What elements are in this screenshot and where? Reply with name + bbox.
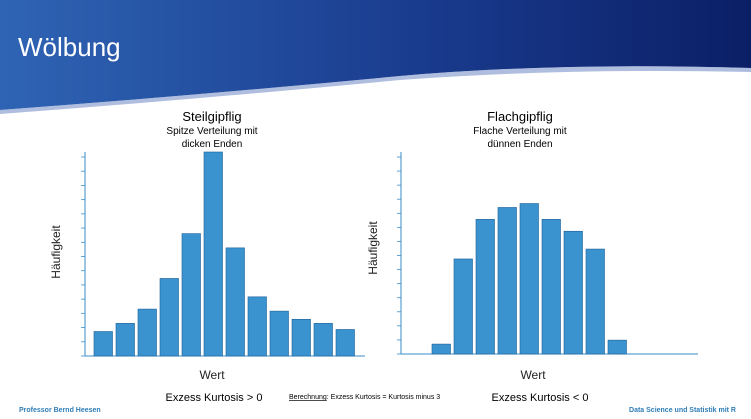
chart-left-bar-8 [247, 296, 267, 357]
chart-left-bar-6 [203, 151, 223, 357]
slide-title: Wölbung [18, 32, 121, 62]
chart-left-bar-11 [313, 323, 333, 357]
chart-left-bars [93, 151, 355, 357]
chart-right-title: Flachgipflig [487, 109, 553, 124]
chart-right-bar-5 [519, 203, 539, 355]
formula-label: Berechnung [289, 394, 327, 401]
chart-right-caption: Exzess Kurtosis < 0 [492, 392, 589, 404]
chart-left-caption: Exzess Kurtosis > 0 [166, 392, 263, 404]
chart-right-bar-4 [497, 207, 517, 355]
chart-right-bar-6 [541, 219, 561, 355]
chart-left-bar-10 [291, 318, 311, 357]
chart-left-ticks [81, 156, 85, 357]
chart-left-bar-7 [225, 247, 245, 357]
chart-left-title: Steilgipflig [182, 109, 241, 124]
chart-left-bar-1 [93, 331, 113, 357]
chart-right-bar-9 [607, 339, 627, 355]
chart-right-bar-2 [453, 258, 473, 355]
formula-text: : Exzess Kurtosis = Kurtosis minus 3 [327, 394, 441, 401]
chart-left-bar-12 [335, 329, 355, 357]
chart-right-bar-1 [431, 343, 451, 355]
footer-author: Professor Bernd Heesen [19, 407, 101, 414]
chart-right-subtitle-line2: dünnen Enden [487, 139, 552, 150]
chart-right-bars [431, 203, 627, 355]
footer-course: Data Science und Statistik mit R [629, 407, 736, 414]
chart-left-subtitle-line2: dicken Enden [182, 139, 243, 150]
chart-left-bar-3 [137, 308, 157, 357]
chart-right-ticks [397, 156, 401, 355]
chart-left-xlabel: Wert [199, 368, 225, 382]
chart-right-xlabel: Wert [520, 368, 546, 382]
chart-right-bar-7 [563, 230, 583, 355]
chart-left: Steilgipflig Spitze Verteilung mit dicke… [49, 109, 365, 404]
chart-left-bar-2 [115, 323, 135, 357]
header-band [0, 0, 751, 114]
chart-right-ylabel: Häufigkeit [366, 221, 380, 275]
chart-left-bar-9 [269, 310, 289, 357]
chart-right-subtitle-line1: Flache Verteilung mit [473, 126, 567, 137]
chart-right-bar-3 [475, 219, 495, 355]
chart-right: Flachgipflig Flache Verteilung mit dünne… [366, 109, 698, 404]
chart-left-subtitle-line1: Spitze Verteilung mit [166, 126, 257, 137]
chart-left-bar-4 [159, 278, 179, 357]
chart-left-bar-5 [181, 233, 201, 357]
chart-left-ylabel: Häufigkeit [49, 225, 63, 279]
chart-right-bar-8 [585, 248, 605, 355]
formula-note: Berechnung: Exzess Kurtosis = Kurtosis m… [289, 394, 440, 401]
